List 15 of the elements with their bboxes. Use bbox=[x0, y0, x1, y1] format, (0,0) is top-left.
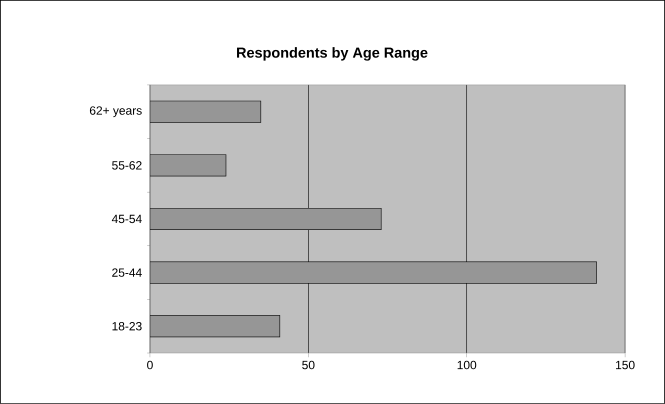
x-tick-label: 50 bbox=[302, 360, 315, 370]
bar bbox=[150, 262, 597, 284]
bar bbox=[150, 100, 262, 123]
y-tick-label: 18-23 bbox=[112, 322, 142, 330]
bar bbox=[150, 208, 382, 230]
y-tick-label: 25-44 bbox=[112, 268, 142, 277]
y-tick-label: 45-54 bbox=[112, 214, 142, 224]
bar bbox=[150, 315, 280, 338]
y-tick-label: 62+ years bbox=[90, 106, 142, 118]
bar bbox=[150, 154, 226, 176]
x-tick-label: 0 bbox=[147, 360, 153, 370]
chart-title: Respondents by Age Range bbox=[237, 47, 428, 61]
x-tick-label: 100 bbox=[458, 360, 476, 370]
y-tick-label: 55-62 bbox=[112, 161, 142, 170]
x-tick-label: 150 bbox=[616, 360, 635, 370]
